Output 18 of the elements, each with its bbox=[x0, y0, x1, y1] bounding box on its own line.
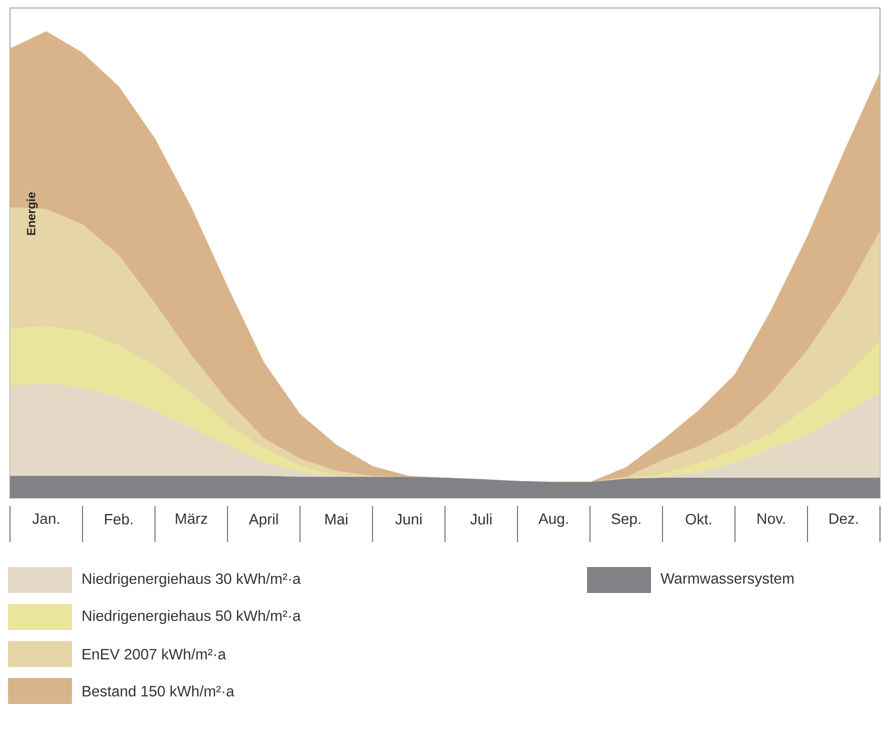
legend-label: EnEV 2007 kWh/m²·a bbox=[82, 648, 226, 660]
x-tick-label: Nov. bbox=[758, 514, 785, 524]
y-axis-title: Energie bbox=[26, 192, 38, 235]
legend-label: Bestand 150 kWh/m²·a bbox=[82, 686, 234, 696]
x-tick-label: Juli bbox=[470, 514, 492, 524]
x-tick-label: Jan. bbox=[32, 514, 60, 524]
x-tick-label: Dez. bbox=[830, 514, 858, 524]
legend-label: Niedrigenergiehaus 30 kWh/m²·a bbox=[82, 573, 301, 587]
x-tick-label: Feb. bbox=[105, 514, 132, 524]
x-tick-label: Sep. bbox=[612, 514, 640, 528]
x-tick-label: Juni bbox=[395, 514, 422, 524]
legend-label: Warmwassersystem bbox=[660, 573, 794, 587]
x-tick-label: Aug. bbox=[538, 514, 568, 527]
x-tick-label: Mai bbox=[325, 514, 348, 524]
x-tick-label: März bbox=[176, 514, 208, 524]
x-tick-label: April bbox=[248, 514, 278, 528]
legend-label: Niedrigenergiehaus 50 kWh/m²·a bbox=[82, 610, 301, 624]
x-tick-label: Okt. bbox=[686, 514, 712, 524]
